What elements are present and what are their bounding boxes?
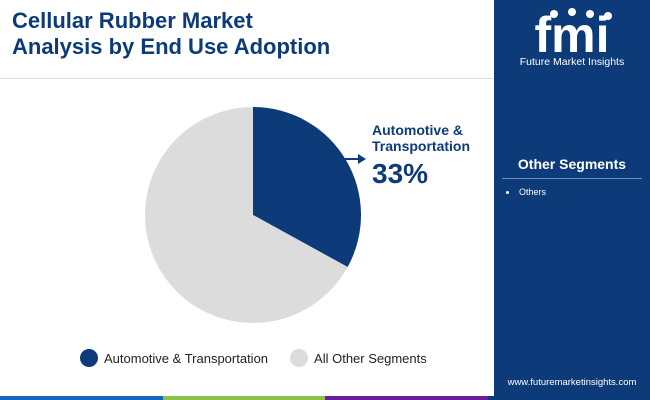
legend-swatch bbox=[290, 349, 309, 367]
website-link[interactable]: www.futuremarketinsights.com bbox=[507, 377, 637, 388]
legend-label: All Other Segments bbox=[314, 350, 427, 366]
fmi-logo: fmi bbox=[535, 7, 612, 63]
bottom-color-bar bbox=[0, 396, 650, 400]
bar-segment-3 bbox=[325, 396, 488, 400]
callout-value: 33% bbox=[372, 158, 429, 189]
page-title: Cellular Rubber Market Analysis by End U… bbox=[12, 8, 482, 60]
legend-item-other: All Other Segments bbox=[290, 349, 427, 367]
segment-item-label: Others bbox=[519, 187, 547, 197]
legend-swatch bbox=[80, 349, 98, 367]
legend-item-automotive: Automotive & Transportation bbox=[80, 349, 268, 367]
legend-label: Automotive & Transportation bbox=[104, 350, 269, 366]
callout-arrow bbox=[345, 154, 366, 164]
title-line-2: Analysis by End Use Adoption bbox=[12, 34, 331, 59]
pie-chart-svg bbox=[145, 107, 366, 323]
bar-segment-2 bbox=[162, 396, 325, 400]
pie-chart bbox=[0, 80, 494, 392]
other-segments-title: Other Segments bbox=[517, 156, 627, 172]
title-line-1: Cellular Rubber Market bbox=[12, 8, 253, 33]
segments-divider bbox=[502, 178, 642, 179]
sidebar: fmi Future Market Insights Other Segment… bbox=[494, 0, 650, 400]
bullet-icon bbox=[506, 191, 509, 195]
callout-label: Automotive & Transportation bbox=[372, 122, 471, 154]
segment-item: Others bbox=[506, 187, 546, 197]
bar-segment-4 bbox=[487, 396, 650, 400]
header-divider bbox=[0, 78, 494, 79]
pie-slice-automotive-transportation bbox=[253, 107, 361, 268]
brand-name: Future Market Insights bbox=[519, 56, 625, 68]
bar-segment-1 bbox=[0, 396, 163, 400]
chart-legend: Automotive & Transportation All Other Se… bbox=[80, 346, 449, 370]
logo-text: fmi bbox=[535, 7, 610, 63]
pie-slices bbox=[145, 107, 361, 323]
pie-slice-all-other-segments bbox=[145, 107, 348, 323]
